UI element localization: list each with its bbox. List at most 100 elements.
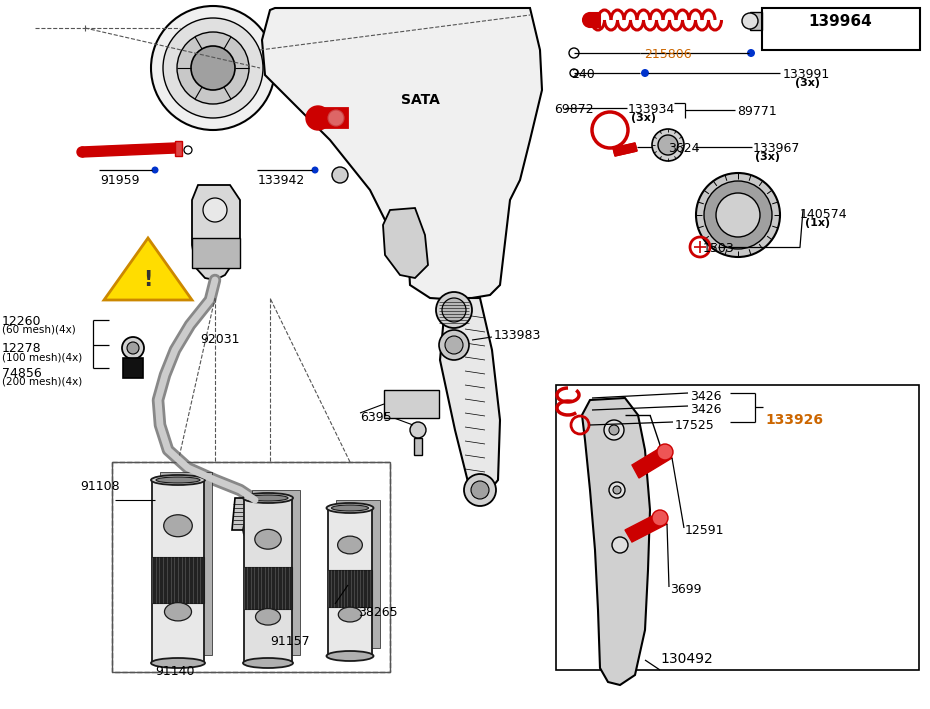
Circle shape [77,147,87,157]
Text: (60 mesh)(4x): (60 mesh)(4x) [2,325,75,335]
Polygon shape [750,12,762,30]
Text: 3426: 3426 [690,390,722,403]
Text: 91140: 91140 [155,665,194,678]
Circle shape [696,173,780,257]
Polygon shape [244,567,292,608]
Circle shape [439,330,469,360]
Ellipse shape [248,495,288,501]
Bar [112,462,390,672]
Polygon shape [440,298,500,490]
Text: 139964: 139964 [808,14,871,29]
Ellipse shape [326,503,374,513]
Polygon shape [613,143,637,156]
Circle shape [652,510,668,526]
Text: 91959: 91959 [100,174,140,187]
Ellipse shape [151,658,205,668]
Text: 133967: 133967 [753,142,801,155]
Circle shape [306,106,330,130]
Polygon shape [160,472,212,655]
Circle shape [613,486,621,494]
Text: (200 mesh)(4x): (200 mesh)(4x) [2,377,82,387]
Ellipse shape [156,477,200,483]
Polygon shape [232,498,278,530]
Circle shape [658,135,678,155]
Polygon shape [582,398,650,685]
Polygon shape [152,557,204,603]
Circle shape [609,425,619,435]
Ellipse shape [331,505,368,511]
Polygon shape [244,498,292,663]
Circle shape [442,298,466,322]
Polygon shape [590,13,600,27]
Circle shape [127,342,139,354]
Text: 6395: 6395 [360,411,392,424]
Text: 3624: 3624 [668,142,699,155]
Polygon shape [632,445,672,478]
Bar [384,390,439,418]
Text: 3699: 3699 [670,583,701,596]
Text: 133983: 133983 [494,329,541,342]
Polygon shape [262,8,542,300]
Circle shape [583,13,597,27]
Ellipse shape [164,515,193,537]
Text: 92031: 92031 [200,333,240,346]
Circle shape [191,46,235,90]
Polygon shape [104,238,192,300]
Circle shape [436,292,472,328]
Text: 133926: 133926 [765,413,823,427]
Polygon shape [82,143,175,157]
Circle shape [177,32,249,104]
Bar [556,385,919,670]
Circle shape [163,18,263,118]
Circle shape [122,337,144,359]
Text: (3x): (3x) [755,152,780,162]
Text: 3426: 3426 [690,403,722,416]
Polygon shape [152,480,204,663]
Polygon shape [318,108,348,128]
Bar [192,238,240,268]
Circle shape [332,167,348,183]
Text: 133934: 133934 [628,103,675,116]
Circle shape [609,482,625,498]
Bar [112,462,390,672]
Circle shape [471,481,489,499]
Circle shape [445,336,463,354]
Circle shape [704,181,772,249]
Polygon shape [175,141,182,156]
Ellipse shape [243,493,293,503]
Polygon shape [192,185,240,280]
Polygon shape [613,143,637,156]
Polygon shape [328,570,372,607]
Text: 12260: 12260 [2,315,42,328]
Ellipse shape [255,530,281,549]
Circle shape [151,6,275,130]
Text: 133942: 133942 [258,174,305,187]
Bar [123,358,143,378]
Polygon shape [383,208,428,278]
Text: 89771: 89771 [737,105,777,118]
Polygon shape [328,508,372,656]
Text: (100 mesh)(4x): (100 mesh)(4x) [2,352,82,362]
Text: 69872: 69872 [554,103,593,116]
Text: 17525: 17525 [675,419,715,432]
Text: 12278: 12278 [2,342,42,355]
Ellipse shape [256,608,281,625]
Text: 91157: 91157 [270,635,310,648]
Ellipse shape [151,475,205,485]
Text: 133991: 133991 [783,68,830,81]
Circle shape [464,474,496,506]
Circle shape [657,444,673,460]
Text: (3x): (3x) [631,113,656,123]
Circle shape [742,13,758,29]
Bar [762,8,920,50]
Text: SATA: SATA [401,93,440,107]
Circle shape [604,420,624,440]
Ellipse shape [338,536,363,554]
Text: (3x): (3x) [795,78,820,88]
Text: 38265: 38265 [358,606,398,619]
Circle shape [410,422,426,438]
Text: 130492: 130492 [660,652,712,666]
Ellipse shape [326,651,374,661]
Circle shape [243,518,267,542]
Text: 215806: 215806 [644,48,692,61]
